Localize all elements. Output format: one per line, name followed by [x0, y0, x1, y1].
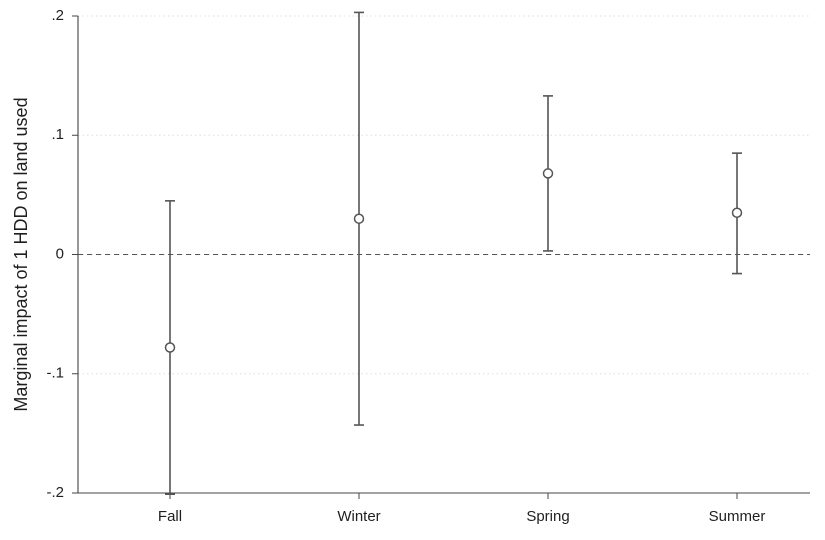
y-tick-label: .2 [51, 7, 64, 24]
estimate-marker [353, 213, 365, 224]
estimate-marker [731, 207, 743, 219]
data-point-group [353, 11, 365, 426]
data-point-group [731, 152, 743, 275]
data-point-group [164, 200, 176, 495]
x-tick-label: Spring [526, 508, 569, 525]
estimate-marker [164, 342, 176, 353]
data-layer [164, 11, 743, 495]
x-tick-label: Fall [158, 508, 182, 525]
y-tick-label: -.1 [46, 365, 64, 382]
tick-layer: -.2 -.1 0 .1 .2 Fall Winter Spring Summer [46, 7, 765, 525]
y-tick-label: 0 [56, 245, 64, 262]
estimate-marker [542, 168, 554, 179]
x-tick-label: Winter [337, 508, 380, 525]
y-tick-label: -.2 [46, 484, 64, 501]
y-axis-label: Marginal impact of 1 HDD on land used [11, 97, 31, 411]
x-tick-label: Summer [709, 508, 766, 525]
y-tick-label: .1 [51, 126, 64, 143]
data-point-group [542, 95, 554, 252]
